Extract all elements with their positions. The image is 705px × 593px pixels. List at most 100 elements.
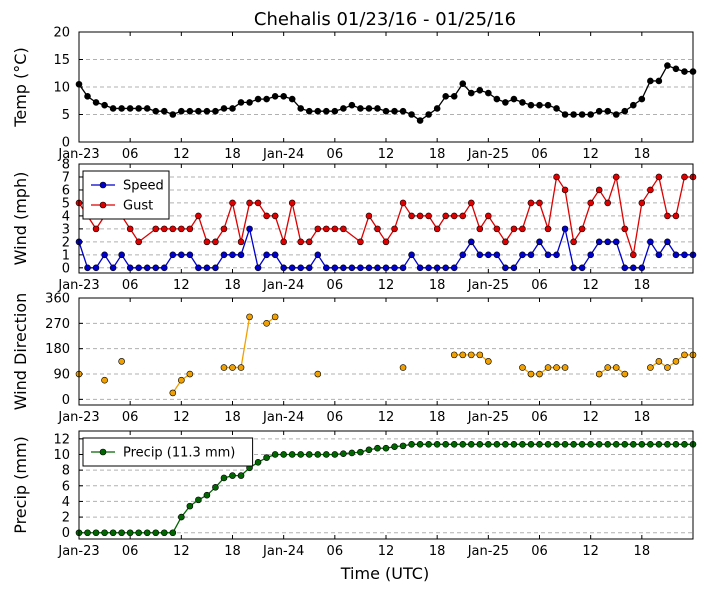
precip-data-point	[220, 474, 228, 482]
precip-xtick-label: 12	[378, 544, 395, 559]
temp-data-point	[399, 107, 407, 115]
wind-data-point	[433, 225, 441, 233]
wind-data-point	[340, 264, 347, 272]
dir-xtick-label: 12	[582, 410, 599, 425]
wind-ytick-label: 3	[62, 222, 70, 237]
dir-xtick-label: 06	[531, 410, 548, 425]
precip-data-point	[263, 454, 270, 461]
temp-xtick-label: 12	[582, 147, 599, 162]
temp-data-point	[664, 62, 671, 69]
precip-data-point	[331, 451, 339, 458]
temp-data-point	[288, 95, 296, 103]
temp-ytick-label: 20	[53, 26, 70, 41]
wind-legend-box	[82, 170, 170, 220]
temp-data-point	[553, 105, 560, 112]
temp-data-point	[263, 95, 270, 103]
precip-data-point	[186, 502, 194, 510]
wind-data-point	[323, 264, 330, 272]
wind-legend-swatch-marker	[99, 201, 107, 209]
wind-data-point	[340, 225, 347, 233]
wind-data-point	[502, 238, 509, 246]
precip-axes-frame	[78, 430, 694, 540]
wind-legend-entry: Gust	[123, 199, 153, 214]
wind-data-point	[416, 264, 424, 272]
wind-xtick-label: 12	[582, 278, 599, 293]
precip-data-point	[425, 441, 432, 448]
wind-xtick-label: 18	[634, 278, 651, 293]
temp-xtick-label: Jan-23	[57, 147, 99, 162]
wind-data-point	[288, 264, 296, 272]
temp-data-point	[467, 89, 475, 97]
dir-xtick-label: 06	[327, 410, 344, 425]
temp-data-point	[280, 93, 287, 100]
temp-xtick-label: 06	[531, 147, 548, 162]
temp-data-point	[450, 93, 458, 100]
dir-xtick-label: 12	[173, 410, 190, 425]
precip-data-point	[365, 446, 373, 454]
wind-data-point	[160, 225, 168, 233]
wind-data-point	[365, 212, 373, 220]
wind-data-point	[374, 225, 381, 233]
wind-data-point	[655, 173, 663, 181]
wind-xtick-label: 06	[327, 278, 344, 293]
wind-data-point	[314, 225, 322, 233]
precip-xtick-label: 12	[173, 544, 190, 559]
precip-data-point	[442, 441, 449, 448]
temp-data-point	[357, 105, 364, 112]
dir-axes-frame	[78, 297, 694, 406]
wind-data-point	[314, 251, 322, 259]
wind-data-point	[186, 251, 194, 259]
precip-data-point	[348, 449, 356, 457]
precip-data-point	[271, 451, 279, 458]
wind-xtick-label: 18	[429, 278, 446, 293]
precip-data-point	[587, 441, 594, 448]
temp-data-point	[638, 95, 646, 103]
temp-data-point	[391, 107, 398, 115]
dir-data-point	[476, 351, 484, 359]
wind-data-point	[510, 225, 518, 233]
precip-data-point	[502, 441, 509, 448]
wind-xtick-label: 18	[224, 278, 241, 293]
precip-data-point	[323, 451, 330, 458]
temp-xtick-label: 12	[173, 147, 190, 162]
wind-data-point	[212, 238, 219, 246]
precip-ytick-label: 4	[62, 495, 70, 510]
dir-xtick-label: Jan-24	[262, 410, 304, 425]
temp-data-point	[152, 107, 160, 115]
precip-data-point	[536, 441, 543, 448]
dir-data-point	[527, 370, 535, 378]
wind-data-point	[152, 225, 160, 233]
precip-xtick-label: Jan-24	[262, 544, 304, 559]
precip-data-point	[476, 441, 484, 448]
dir-data-point	[246, 313, 253, 321]
wind-data-point	[510, 264, 518, 272]
wind-data-point	[681, 173, 688, 181]
wind-data-point	[237, 238, 245, 246]
temp-data-point	[271, 93, 279, 100]
dir-data-point	[118, 358, 125, 365]
wind-data-point	[536, 238, 543, 246]
wind-data-point	[399, 264, 407, 272]
wind-data-point	[587, 251, 594, 259]
temp-data-point	[178, 107, 185, 115]
precip-data-point	[450, 441, 458, 448]
wind-data-point	[126, 264, 134, 272]
temp-panel: 0 5 10 15 20 Jan-23 06 12 18 Jan-24 06 12 18 Jan-25 06…	[11, 26, 697, 162]
temp-data-point	[578, 111, 586, 118]
precip-data-point	[408, 441, 415, 448]
temp-data-point	[442, 93, 449, 100]
precip-data-point	[604, 441, 612, 448]
dir-data-point	[664, 364, 671, 371]
temp-data-point	[314, 107, 322, 115]
dir-xtick-label: Jan-25	[467, 410, 509, 425]
dir-data-point	[519, 364, 526, 371]
wind-data-point	[280, 238, 287, 246]
dir-data-point	[647, 364, 654, 371]
wind-series-line	[78, 226, 693, 270]
precip-data-point	[416, 441, 424, 448]
wind-data-point	[271, 251, 279, 259]
temp-ytick-label: 15	[53, 53, 70, 68]
dir-data-point	[612, 364, 620, 371]
precip-legend: Precip (11.3 mm)	[82, 437, 254, 467]
wind-data-point	[485, 251, 492, 259]
